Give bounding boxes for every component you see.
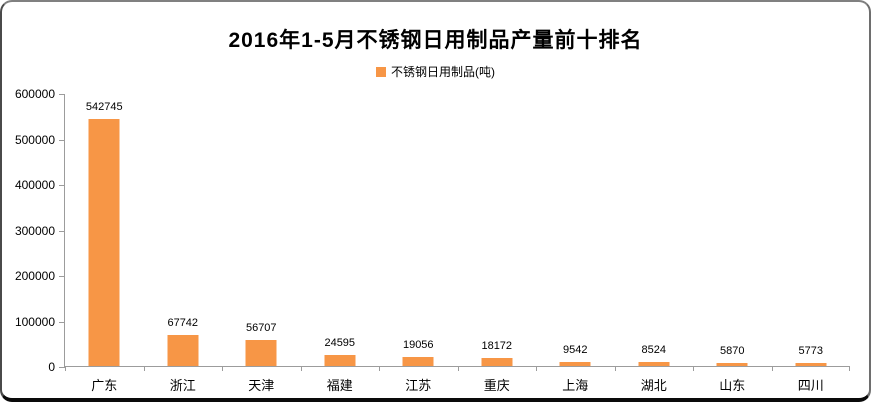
y-axis-tick bbox=[59, 367, 65, 368]
bar-value-label: 8524 bbox=[641, 344, 666, 356]
category-label: 江苏 bbox=[405, 378, 432, 393]
x-axis-tick bbox=[693, 366, 694, 371]
x-axis-tick bbox=[222, 366, 223, 371]
y-axis-label: 300000 bbox=[14, 223, 55, 238]
x-axis-tick bbox=[614, 366, 616, 371]
bar-value-label: 542745 bbox=[85, 101, 123, 113]
y-axis-label: 200000 bbox=[14, 269, 55, 283]
category-label: 福建 bbox=[326, 378, 353, 393]
x-axis-tick bbox=[65, 366, 66, 371]
bar bbox=[559, 362, 591, 366]
x-axis-tick bbox=[457, 366, 459, 371]
y-axis-label: 100000 bbox=[14, 314, 55, 329]
y-axis-label: 600000 bbox=[14, 87, 55, 101]
bar bbox=[245, 340, 277, 366]
legend-label: 不锈钢日用制品(吨) bbox=[391, 65, 495, 79]
x-axis-tick bbox=[143, 366, 145, 371]
y-axis-label: 500000 bbox=[14, 132, 55, 147]
bar-slot: 19056 江苏 bbox=[379, 94, 458, 393]
bar-value-label: 67742 bbox=[167, 317, 199, 329]
bar-slot: 9542 上海 bbox=[536, 94, 615, 393]
bar bbox=[88, 119, 120, 366]
y-axis-label: 0 bbox=[48, 360, 55, 374]
bar bbox=[638, 362, 670, 366]
bar-value-label: 56707 bbox=[245, 322, 277, 334]
bar-value-label: 5870 bbox=[720, 345, 745, 357]
bar bbox=[324, 355, 356, 366]
bar-value-label: 24595 bbox=[324, 337, 356, 349]
category-label: 天津 bbox=[248, 378, 275, 393]
bar-slot: 18172 重庆 bbox=[458, 94, 537, 393]
y-axis-tick bbox=[59, 321, 65, 323]
x-axis-tick bbox=[379, 366, 380, 371]
category-label: 广东 bbox=[91, 378, 118, 393]
category-label: 重庆 bbox=[483, 378, 510, 393]
bar-slot: 67742 浙江 bbox=[144, 94, 223, 393]
y-axis-tick bbox=[59, 185, 65, 186]
bar-slot: 542745 广东 bbox=[65, 94, 144, 393]
bar bbox=[402, 357, 434, 366]
y-axis-tick bbox=[59, 230, 65, 232]
bar-value-label: 9542 bbox=[563, 344, 588, 356]
legend: 不锈钢日用制品(吨) bbox=[2, 63, 869, 80]
plot-area: 0 100000 200000 300000 400000 500000 600000 542… bbox=[15, 87, 851, 393]
bar bbox=[795, 363, 827, 366]
bar bbox=[716, 363, 748, 366]
bar-value-label: 19056 bbox=[402, 339, 434, 351]
y-axis-tick bbox=[59, 276, 65, 277]
category-label: 山东 bbox=[719, 378, 746, 393]
bar bbox=[167, 335, 199, 366]
bar-slot: 5870 山东 bbox=[693, 94, 772, 393]
bar-slot: 56707 天津 bbox=[222, 94, 301, 393]
x-axis-tick bbox=[849, 366, 850, 371]
y-axis-label: 400000 bbox=[14, 178, 55, 192]
y-axis-tick bbox=[59, 139, 65, 141]
x-axis-tick bbox=[771, 366, 773, 371]
category-label: 四川 bbox=[797, 378, 824, 393]
category-label: 上海 bbox=[562, 378, 589, 393]
x-axis-tick bbox=[300, 366, 302, 371]
category-label: 湖北 bbox=[640, 378, 667, 393]
bar-slot: 5773 四川 bbox=[772, 94, 851, 393]
bar bbox=[481, 358, 513, 366]
category-label: 浙江 bbox=[169, 378, 196, 393]
chart-title: 2016年1-5月不锈钢日用制品产量前十排名 bbox=[228, 29, 643, 52]
bar-value-label: 18172 bbox=[481, 340, 513, 352]
bar-slot: 24595 福建 bbox=[301, 94, 380, 393]
bar-value-label: 5773 bbox=[798, 345, 823, 357]
bar-slot: 8524 湖北 bbox=[615, 94, 694, 393]
legend-swatch-icon bbox=[376, 66, 386, 77]
x-axis-tick bbox=[536, 366, 537, 371]
y-axis-tick bbox=[59, 94, 65, 95]
